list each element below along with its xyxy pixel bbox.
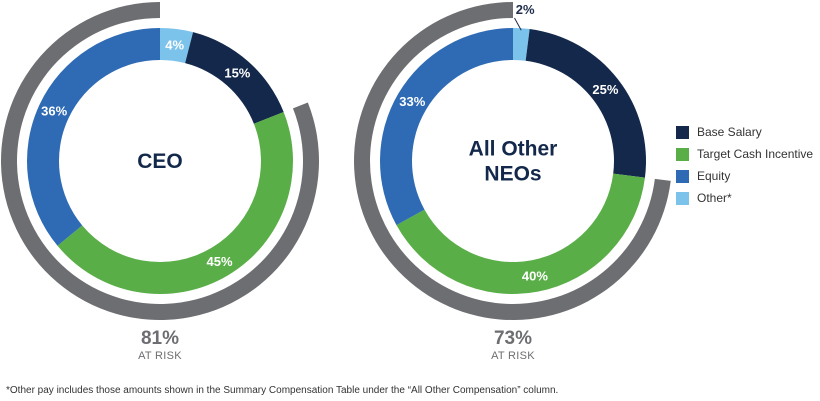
neo-center-title-line-1: All Other <box>469 138 558 161</box>
legend-swatch-other <box>676 191 689 205</box>
legend-item-other: Other* <box>676 187 813 209</box>
neo-label-target-cash-incentive: 40% <box>522 268 548 283</box>
neo-slice-target-cash-incentive <box>396 173 645 294</box>
neo-at-risk-caption: AT RISK <box>491 350 535 362</box>
legend-item-equity: Equity <box>676 165 813 187</box>
ceo-slice-base-salary <box>185 32 284 124</box>
ceo-label-equity: 36% <box>41 104 67 119</box>
ceo-at-risk-caption: AT RISK <box>138 350 182 362</box>
footnote: *Other pay includes those amounts shown … <box>6 385 559 396</box>
legend-label-equity: Equity <box>697 169 731 183</box>
legend-label-base-salary: Base Salary <box>697 125 762 139</box>
neo-at-risk-percent: 73% <box>493 328 533 349</box>
neo-slice-base-salary <box>525 29 646 178</box>
ceo-label-other: 4% <box>165 37 184 52</box>
ceo-donut: 4% 15% 45% 36% CEO <box>1 2 320 320</box>
neo-slice-other <box>513 28 530 61</box>
legend-item-target-cash-incentive: Target Cash Incentive <box>676 143 813 165</box>
neo-slice-equity <box>380 28 513 226</box>
legend-label-target-cash-incentive: Target Cash Incentive <box>697 147 814 161</box>
neo-label-equity: 33% <box>399 94 425 109</box>
legend-label-other: Other* <box>697 191 732 205</box>
neo-leader-other <box>514 17 522 31</box>
ceo-slice-other <box>160 28 194 64</box>
ceo-slice-target-cash-incentive <box>57 112 294 295</box>
ceo-label-base-salary: 15% <box>224 66 250 81</box>
neo-label-other: 2% <box>516 2 535 17</box>
neo-center-title-line-2: NEOs <box>484 163 541 186</box>
legend-swatch-base-salary <box>676 125 689 139</box>
legend-item-base-salary: Base Salary <box>676 121 813 143</box>
legend-swatch-target-cash-incentive <box>676 147 689 161</box>
ceo-slice-equity <box>27 28 160 246</box>
chart-legend: Base Salary Target Cash Incentive Equity… <box>676 121 813 209</box>
ceo-at-risk-percent: 81% <box>140 328 180 349</box>
ceo-center-title-line-1: CEO <box>137 150 183 173</box>
ceo-label-target-cash-incentive: 45% <box>207 254 233 269</box>
neo-label-base-salary: 25% <box>592 82 618 97</box>
legend-swatch-equity <box>676 169 689 183</box>
